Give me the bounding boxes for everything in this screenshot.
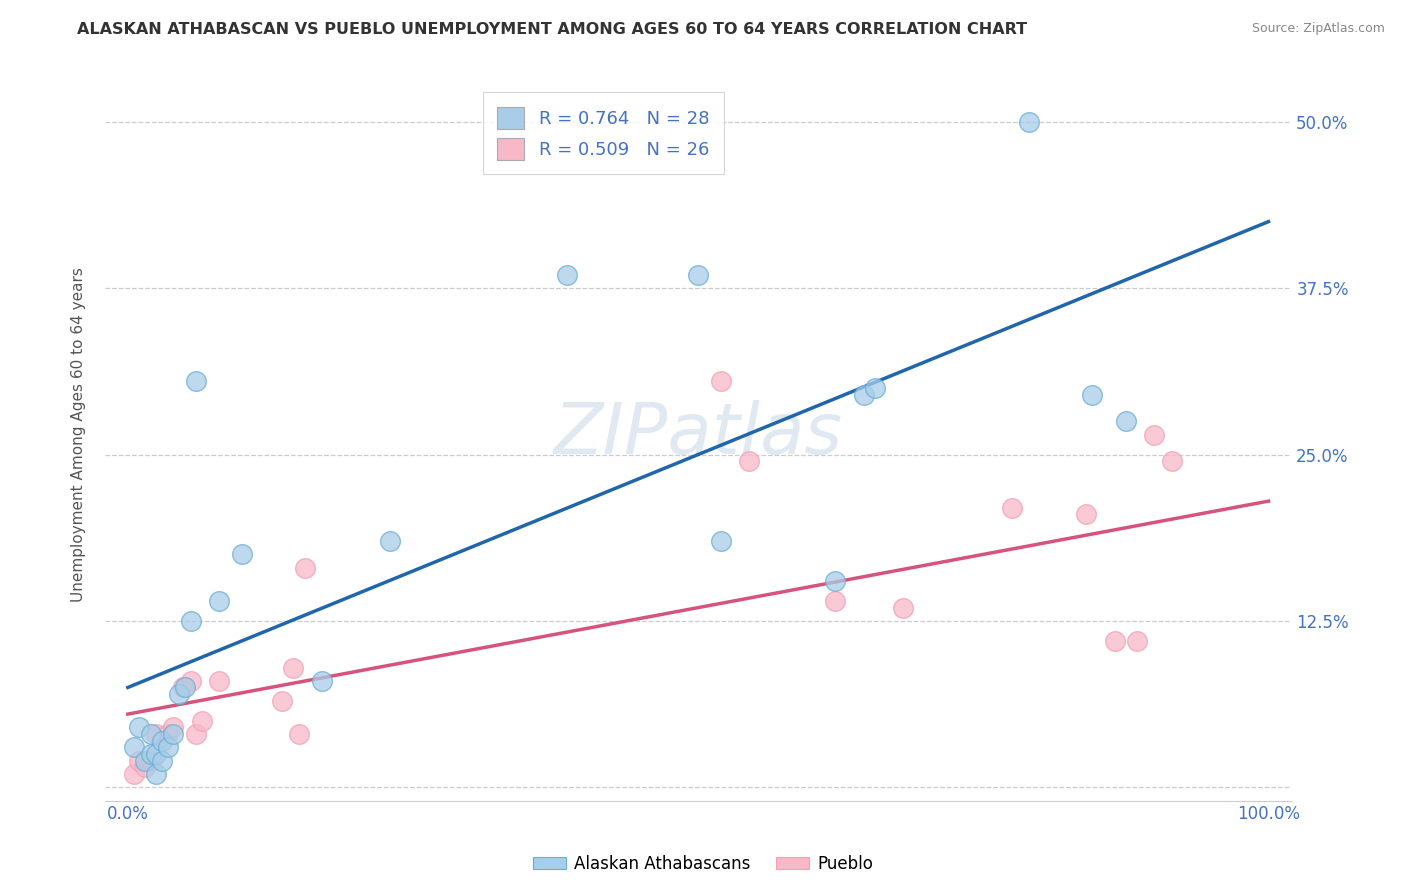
- Point: [863, 381, 886, 395]
- Point: [824, 594, 846, 608]
- Point: [139, 727, 162, 741]
- Point: [738, 454, 761, 468]
- Point: [1018, 115, 1040, 129]
- Point: [1080, 387, 1102, 401]
- Point: [172, 681, 194, 695]
- Legend: R = 0.764   N = 28, R = 0.509   N = 26: R = 0.764 N = 28, R = 0.509 N = 26: [482, 92, 724, 174]
- Point: [1115, 414, 1137, 428]
- Point: [1074, 508, 1097, 522]
- Point: [150, 754, 173, 768]
- Text: ALASKAN ATHABASCAN VS PUEBLO UNEMPLOYMENT AMONG AGES 60 TO 64 YEARS CORRELATION : ALASKAN ATHABASCAN VS PUEBLO UNEMPLOYMEN…: [77, 22, 1028, 37]
- Point: [145, 767, 167, 781]
- Point: [231, 547, 253, 561]
- Point: [294, 560, 316, 574]
- Point: [191, 714, 214, 728]
- Point: [186, 374, 208, 388]
- Point: [1001, 500, 1024, 515]
- Point: [288, 727, 311, 741]
- Point: [380, 534, 402, 549]
- Point: [208, 594, 231, 608]
- Point: [145, 747, 167, 761]
- Point: [162, 720, 184, 734]
- Point: [555, 268, 578, 282]
- Point: [688, 268, 710, 282]
- Point: [173, 681, 195, 695]
- Point: [180, 614, 202, 628]
- Point: [150, 733, 173, 747]
- Point: [311, 673, 333, 688]
- Point: [270, 694, 292, 708]
- Point: [208, 673, 231, 688]
- Point: [167, 687, 190, 701]
- Legend: Alaskan Athabascans, Pueblo: Alaskan Athabascans, Pueblo: [526, 848, 880, 880]
- Point: [156, 727, 179, 741]
- Point: [824, 574, 846, 588]
- Point: [186, 727, 208, 741]
- Point: [283, 660, 305, 674]
- Point: [128, 754, 150, 768]
- Point: [1104, 633, 1126, 648]
- Text: ZIPatlas: ZIPatlas: [554, 401, 842, 469]
- Point: [1126, 633, 1149, 648]
- Point: [180, 673, 202, 688]
- Point: [893, 600, 915, 615]
- Point: [134, 760, 156, 774]
- Point: [852, 387, 875, 401]
- Point: [710, 374, 733, 388]
- Point: [122, 740, 145, 755]
- Y-axis label: Unemployment Among Ages 60 to 64 years: Unemployment Among Ages 60 to 64 years: [72, 267, 86, 602]
- Point: [710, 534, 733, 549]
- Point: [1160, 454, 1182, 468]
- Text: Source: ZipAtlas.com: Source: ZipAtlas.com: [1251, 22, 1385, 36]
- Point: [145, 727, 167, 741]
- Point: [122, 767, 145, 781]
- Point: [134, 754, 156, 768]
- Point: [128, 720, 150, 734]
- Point: [1143, 427, 1166, 442]
- Point: [139, 754, 162, 768]
- Point: [162, 727, 184, 741]
- Point: [156, 740, 179, 755]
- Point: [139, 747, 162, 761]
